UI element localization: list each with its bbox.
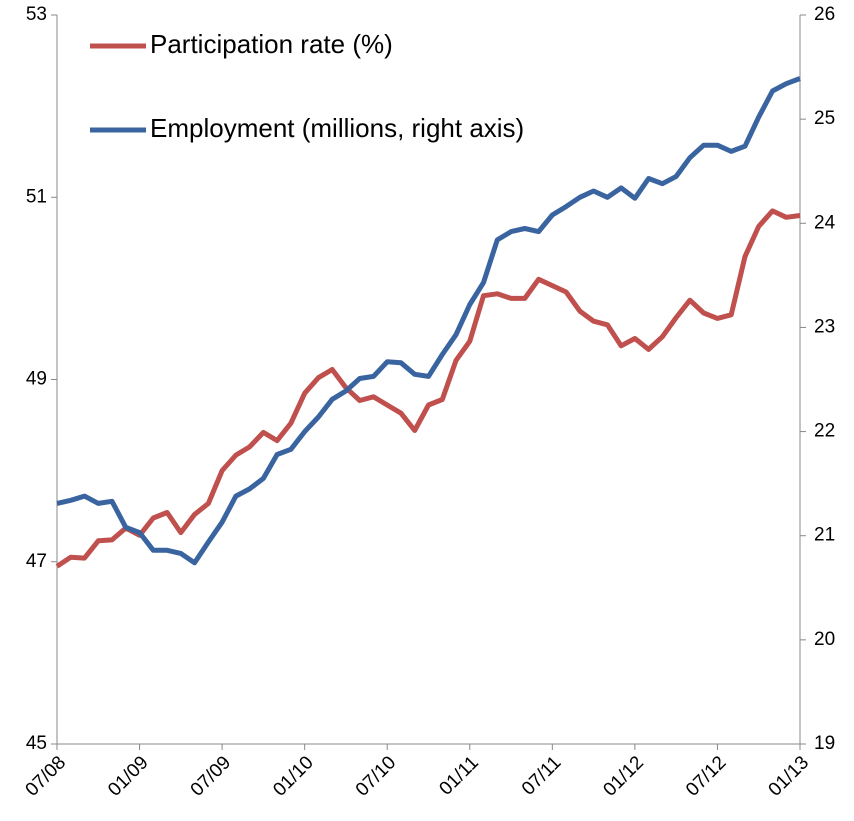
x-tick-label: 07/11 — [518, 752, 565, 799]
y2-tick-label: 19 — [814, 733, 835, 754]
y2-tick-label: 26 — [814, 4, 835, 25]
y2-tick-label: 24 — [814, 212, 836, 233]
x-tick-label: 01/10 — [269, 752, 317, 800]
y-tick-label: 45 — [26, 733, 47, 754]
legend-label: Participation rate (%) — [150, 29, 393, 59]
x-tick-label: 07/09 — [187, 752, 235, 800]
y2-tick-label: 25 — [814, 108, 835, 129]
x-tick-label: 07/10 — [352, 752, 400, 800]
x-tick-label: 07/12 — [682, 752, 730, 800]
y2-tick-label: 20 — [814, 629, 835, 650]
x-tick-label: 01/13 — [765, 752, 813, 800]
x-tick-label: 01/12 — [600, 752, 648, 800]
series-line — [56, 76, 801, 566]
x-tick-label: 07/08 — [22, 752, 70, 800]
y-tick-label: 53 — [26, 4, 47, 25]
y-tick-label: 49 — [26, 369, 47, 390]
y2-tick-label: 22 — [814, 421, 835, 442]
x-tick-label: 01/11 — [435, 752, 482, 799]
y-tick-label: 47 — [26, 551, 47, 572]
legend-label: Employment (millions, right axis) — [150, 113, 524, 143]
series-line — [55, 208, 801, 569]
y-tick-label: 51 — [26, 186, 47, 207]
y2-tick-label: 23 — [814, 316, 835, 337]
y2-tick-label: 21 — [814, 525, 835, 546]
x-tick-label: 01/09 — [104, 752, 152, 800]
